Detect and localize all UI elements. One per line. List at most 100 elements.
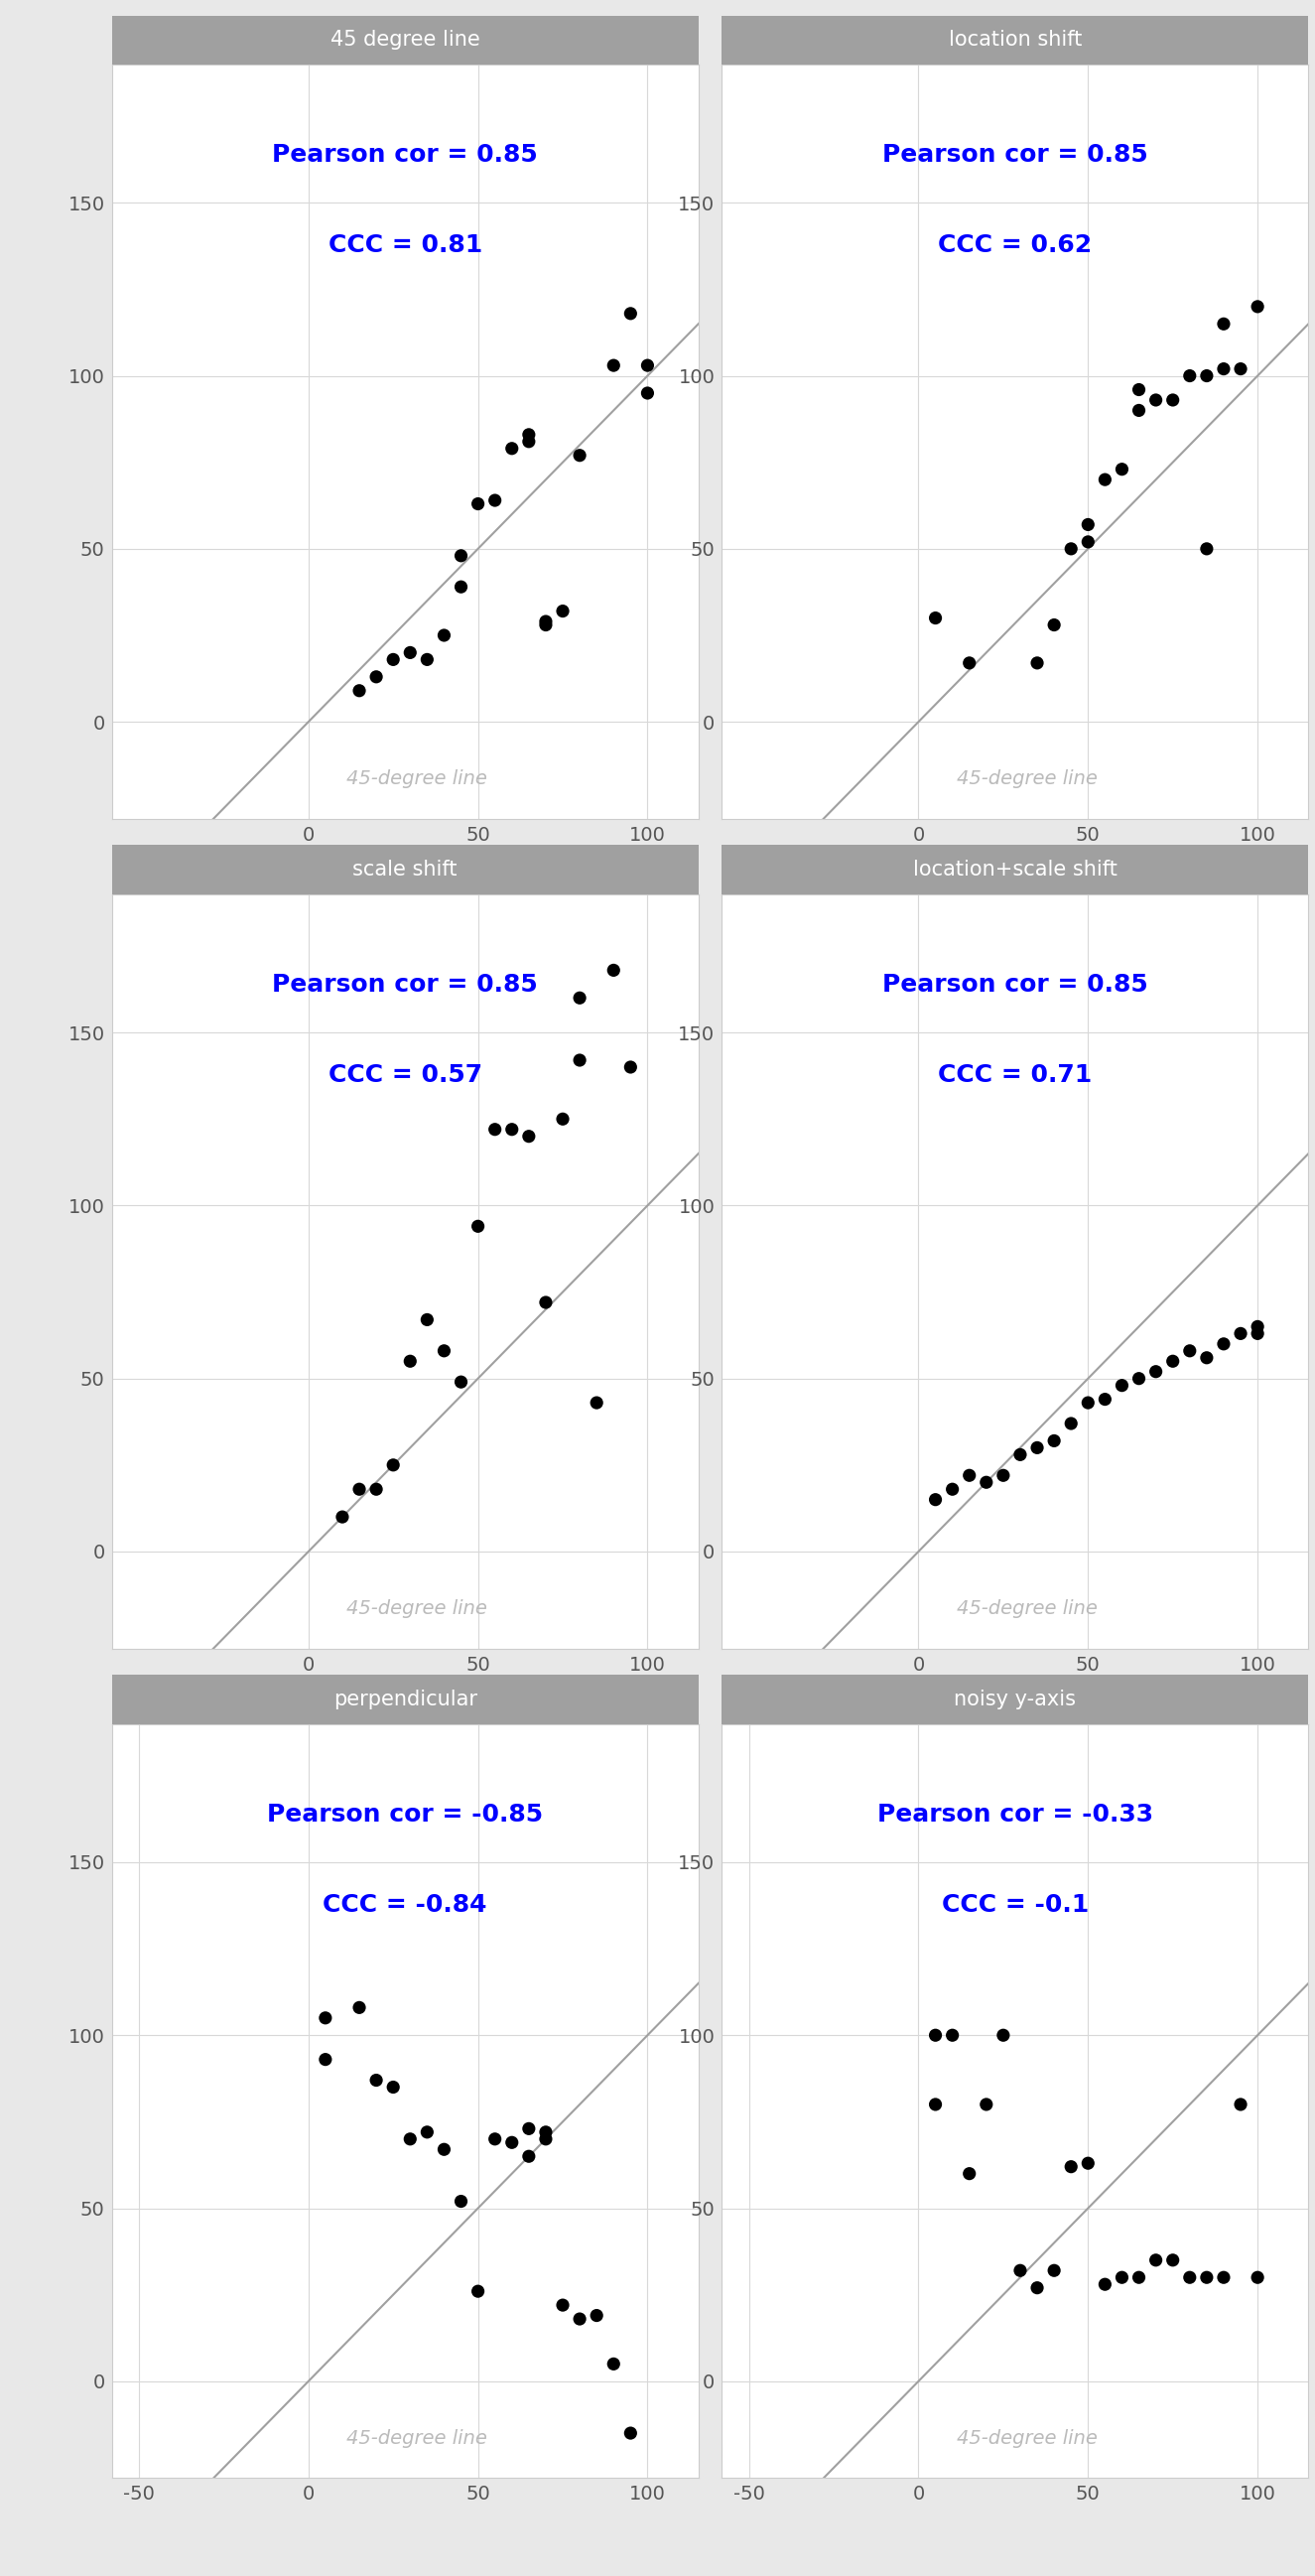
Point — [621, 2414, 642, 2455]
Text: Pearson cor = -0.33: Pearson cor = -0.33 — [877, 1803, 1153, 1826]
Point — [1145, 2239, 1166, 2280]
Point — [1044, 605, 1065, 647]
Point — [604, 2344, 625, 2385]
Text: Pearson cor = -0.85: Pearson cor = -0.85 — [267, 1803, 543, 1826]
Point — [1061, 2146, 1082, 2187]
Point — [924, 2084, 945, 2125]
Point — [1077, 1383, 1098, 1425]
Point — [1214, 2257, 1235, 2298]
Text: CCC = 0.71: CCC = 0.71 — [938, 1064, 1093, 1087]
Point — [959, 1455, 980, 1497]
Point — [366, 1468, 387, 1510]
Text: noisy y-axis: noisy y-axis — [955, 1690, 1076, 1710]
Point — [484, 479, 505, 520]
Point — [621, 294, 642, 335]
Point — [1128, 368, 1149, 410]
Text: scale shift: scale shift — [352, 860, 458, 878]
Point — [959, 2154, 980, 2195]
Text: location+scale shift: location+scale shift — [913, 860, 1118, 878]
Point — [518, 1115, 539, 1157]
Point — [434, 616, 455, 657]
Point — [976, 1461, 997, 1502]
Point — [976, 2084, 997, 2125]
Point — [1180, 2257, 1201, 2298]
Point — [1128, 2257, 1149, 2298]
Point — [1061, 528, 1082, 569]
Point — [434, 2128, 455, 2169]
Point — [383, 1445, 404, 1486]
Point — [1214, 348, 1235, 389]
Text: 45 degree line: 45 degree line — [330, 31, 480, 49]
Point — [518, 420, 539, 461]
Point — [1230, 348, 1251, 389]
Point — [1180, 355, 1201, 397]
Text: 45-degree line: 45-degree line — [956, 1600, 1097, 1618]
Point — [467, 2269, 488, 2311]
Point — [552, 1097, 573, 1139]
Point — [1128, 1358, 1149, 1399]
Point — [383, 2066, 404, 2107]
Point — [383, 639, 404, 680]
Point — [621, 1046, 642, 1087]
Point — [924, 598, 945, 639]
Point — [314, 1996, 335, 2038]
Point — [451, 536, 472, 577]
Text: CCC = -0.84: CCC = -0.84 — [323, 1893, 487, 1917]
Point — [1094, 1378, 1115, 1419]
Point — [1247, 286, 1268, 327]
Point — [1044, 1419, 1065, 1461]
Point — [1027, 2267, 1048, 2308]
Text: Pearson cor = 0.85: Pearson cor = 0.85 — [882, 144, 1148, 167]
Point — [1061, 1404, 1082, 1445]
Point — [1214, 1324, 1235, 1365]
Point — [434, 1329, 455, 1370]
Point — [467, 484, 488, 526]
Point — [501, 428, 522, 469]
Point — [1162, 2239, 1184, 2280]
Point — [552, 590, 573, 631]
Text: CCC = 0.62: CCC = 0.62 — [938, 234, 1091, 258]
Point — [1010, 1435, 1031, 1476]
Point — [484, 2117, 505, 2159]
Point — [314, 2038, 335, 2079]
Text: 45-degree line: 45-degree line — [956, 2429, 1097, 2447]
Text: Pearson cor = 0.85: Pearson cor = 0.85 — [882, 974, 1148, 997]
Point — [1230, 2084, 1251, 2125]
Point — [569, 1041, 590, 1082]
Text: CCC = 0.57: CCC = 0.57 — [329, 1064, 483, 1087]
Point — [535, 605, 556, 647]
Text: CCC = -0.1: CCC = -0.1 — [942, 1893, 1089, 1917]
Text: perpendicular: perpendicular — [333, 1690, 477, 1710]
Point — [604, 345, 625, 386]
Point — [348, 670, 370, 711]
Point — [400, 2117, 421, 2159]
Point — [1145, 379, 1166, 420]
Point — [1247, 1314, 1268, 1355]
Point — [1044, 2249, 1065, 2290]
Point — [569, 2298, 590, 2339]
Text: 45-degree line: 45-degree line — [346, 1600, 487, 1618]
Point — [1197, 355, 1218, 397]
Point — [1027, 1427, 1048, 1468]
Point — [1145, 1350, 1166, 1391]
Point — [1094, 459, 1115, 500]
Point — [586, 2295, 608, 2336]
Text: 45-degree line: 45-degree line — [346, 2429, 487, 2447]
Point — [1111, 2257, 1132, 2298]
Point — [535, 1283, 556, 1324]
Point — [348, 1986, 370, 2027]
Point — [518, 415, 539, 456]
Point — [636, 345, 658, 386]
Point — [535, 2117, 556, 2159]
Point — [959, 641, 980, 683]
Point — [331, 1497, 352, 1538]
Point — [1197, 528, 1218, 569]
Point — [942, 1468, 963, 1510]
Point — [400, 631, 421, 672]
Point — [451, 2182, 472, 2223]
Point — [942, 2014, 963, 2056]
Point — [535, 2112, 556, 2154]
Point — [518, 2107, 539, 2148]
Point — [569, 976, 590, 1018]
Point — [1197, 2257, 1218, 2298]
